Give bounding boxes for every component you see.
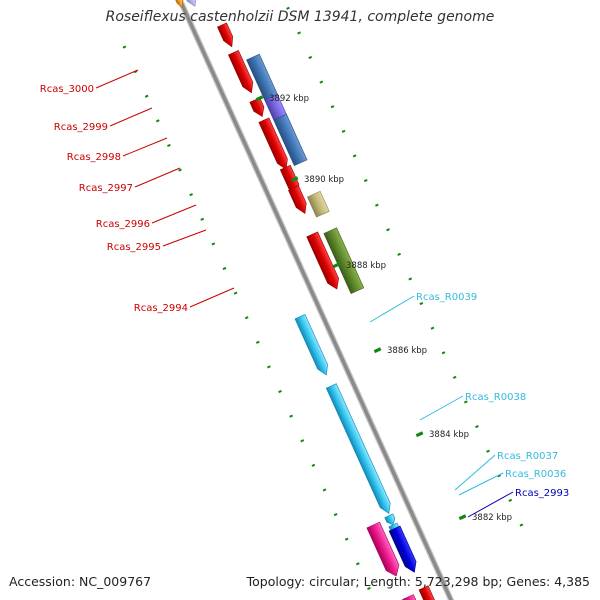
gene-label-leader: [122, 137, 168, 157]
gene-arrow-rcas-2994[interactable]: [306, 231, 343, 292]
gene-label-leader: [369, 295, 415, 323]
gene-arrow-rcas-2996[interactable]: [288, 185, 310, 216]
scale-tick-label: 3890 kbp: [304, 175, 344, 185]
gene-label-rcas-r0037[interactable]: Rcas_R0037: [497, 451, 558, 462]
gene-box-rcas-2997[interactable]: [273, 113, 308, 167]
accession-label: Accession: NC_009767: [9, 574, 152, 589]
gene-label-leader: [134, 167, 181, 188]
genome-summary: Topology: circular; Length: 5,723,298 bp…: [246, 574, 590, 589]
scale-tick-label: 3892 kbp: [269, 94, 309, 104]
gene-box-rcas-2995[interactable]: [306, 190, 330, 218]
genome-backbone: [178, 0, 453, 600]
scale-tick-major: [255, 95, 264, 102]
gene-label-leader: [419, 395, 464, 421]
gene-arrow-rcas-2993-b[interactable]: [366, 521, 403, 579]
rna-arrow-rcas-r0038[interactable]: [325, 383, 394, 516]
gene-arrow-offscreen-bottom-2[interactable]: [402, 594, 425, 600]
gene-label-leader: [109, 107, 153, 127]
scale-tick-major: [458, 514, 467, 521]
gene-label-rcas-r0038[interactable]: Rcas_R0038: [465, 392, 526, 403]
gene-label-leader: [151, 204, 197, 224]
gene-label-rcas-2999[interactable]: Rcas_2999: [54, 122, 108, 133]
scale-tick-label: 3882 kbp: [472, 513, 512, 523]
scale-tick-major: [373, 347, 382, 354]
gene-label-leader: [95, 69, 139, 89]
gene-arrow-rcas-3000-b[interactable]: [228, 50, 256, 95]
right-scale-rail: [122, 45, 371, 590]
gene-arrow-offscreen-top-1[interactable]: [182, 0, 200, 8]
gene-arrow-rcas-2998[interactable]: [258, 117, 291, 172]
rna-arrow-rcas-r0037[interactable]: [384, 513, 397, 527]
gene-label-rcas-2996[interactable]: Rcas_2996: [96, 219, 150, 230]
gene-label-leader: [162, 229, 207, 247]
gene-label-leader: [458, 472, 504, 496]
map-title: Roseiflexus castenholzii DSM 13941, comp…: [105, 9, 495, 25]
scale-tick-major: [290, 176, 299, 183]
gene-label-rcas-r0039[interactable]: Rcas_R0039: [416, 292, 477, 303]
left-scale-rail: [286, 6, 524, 527]
gene-label-rcas-r0036[interactable]: Rcas_R0036: [505, 469, 566, 480]
scale-tick-major: [332, 262, 341, 269]
gene-label-leader: [189, 287, 235, 308]
scale-tick-label: 3886 kbp: [387, 346, 427, 356]
scale-tick-major: [415, 431, 424, 438]
gene-label-rcas-2998[interactable]: Rcas_2998: [67, 152, 121, 163]
rna-arrow-rcas-r0039[interactable]: [294, 314, 331, 377]
gene-label-leader: [467, 491, 514, 518]
gene-label-rcas-2995[interactable]: Rcas_2995: [107, 242, 161, 253]
gene-arrow-rcas-2999[interactable]: [249, 97, 267, 119]
gene-arrow-offscreen-bottom-1[interactable]: [418, 585, 440, 600]
gene-arrow-rcas-2993[interactable]: [388, 525, 420, 575]
gene-label-leader: [454, 454, 496, 491]
gene-arrow-offscreen-top-3[interactable]: [173, 0, 185, 9]
gene-label-rcas-2997[interactable]: Rcas_2997: [79, 183, 133, 194]
gene-label-rcas-2993[interactable]: Rcas_2993: [515, 488, 569, 499]
gene-label-rcas-3000[interactable]: Rcas_3000: [40, 84, 94, 95]
gene-arrow-rcas-3000[interactable]: [217, 22, 236, 49]
gene-label-rcas-2994[interactable]: Rcas_2994: [134, 303, 188, 314]
scale-tick-label: 3888 kbp: [346, 261, 386, 271]
scale-tick-label: 3884 kbp: [429, 430, 469, 440]
